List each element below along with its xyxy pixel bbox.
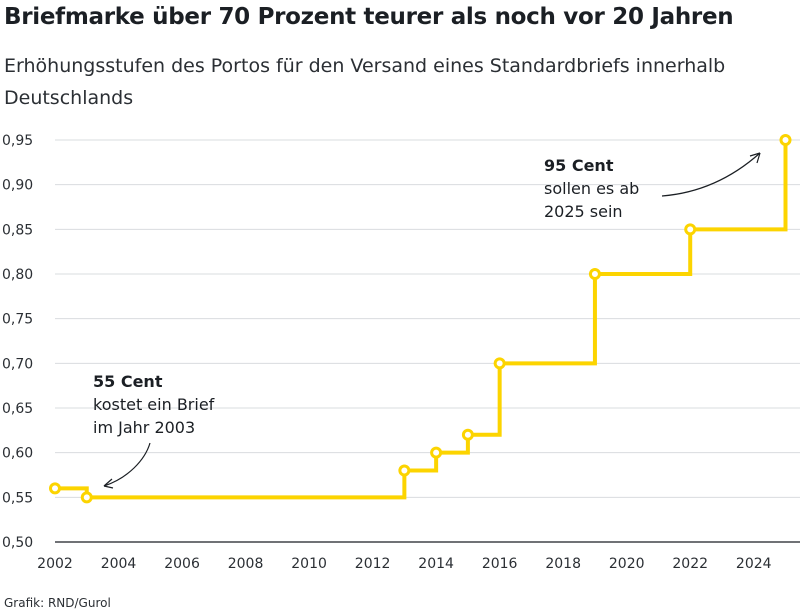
annotation-2025: 95 Cent sollen es ab 2025 sein (544, 152, 761, 221)
annotation-2003-line2: im Jahr 2003 (93, 418, 195, 437)
data-point (430, 446, 443, 459)
x-tick-label: 2016 (482, 556, 518, 572)
data-point (588, 268, 601, 280)
y-tick-label: 0,85 (2, 222, 33, 238)
annotation-2003-value: 55 Cent (93, 372, 163, 391)
y-tick-label: 0,55 (2, 490, 33, 506)
y-tick-label: 0,95 (2, 133, 33, 149)
annotation-2003: 55 Cent kostet ein Brief im Jahr 2003 (93, 372, 215, 489)
x-tick-label: 2008 (228, 556, 264, 572)
x-tick-label: 2014 (418, 556, 454, 572)
annotation-2025-line1: sollen es ab (544, 179, 639, 198)
annotation-2003-arrowhead (103, 478, 114, 489)
data-point (493, 357, 506, 370)
x-tick-label: 2006 (164, 556, 200, 572)
chart-title: Briefmarke über 70 Prozent teurer als no… (4, 4, 734, 30)
x-tick-label: 2018 (545, 556, 581, 572)
annotation-2003-line1: kostet ein Brief (93, 395, 215, 414)
data-point (779, 134, 792, 146)
data-point (398, 464, 411, 477)
y-tick-label: 0,75 (2, 312, 33, 328)
data-point (49, 482, 61, 495)
y-tick-label: 0,50 (2, 535, 33, 551)
annotation-2003-arrow (103, 442, 151, 487)
annotation-2025-value: 95 Cent (544, 156, 614, 175)
x-axis-ticks: 2002 2004 2006 2008 2010 2012 2014 2016 2018 2020… (37, 556, 771, 572)
chart-credit: Grafik: RND/Gurol (4, 596, 111, 610)
data-point (80, 491, 93, 504)
y-axis-ticks: 0,50 0,55 0,60 0,65 0,70 0,75 0,80 0,85 0,90 0,95 (2, 133, 33, 551)
x-tick-label: 2012 (355, 556, 391, 572)
x-tick-label: 2004 (101, 556, 137, 572)
x-tick-label: 2020 (609, 556, 645, 572)
gridlines (55, 139, 800, 498)
x-tick-label: 2010 (291, 556, 327, 572)
x-tick-label: 2002 (37, 556, 73, 572)
y-tick-label: 0,80 (2, 267, 33, 283)
data-point (684, 223, 697, 236)
x-tick-label: 2022 (672, 556, 708, 572)
data-point (461, 428, 474, 441)
y-tick-label: 0,90 (2, 178, 33, 194)
annotation-2025-arrow (661, 152, 761, 197)
y-tick-label: 0,65 (2, 401, 33, 417)
data-points (49, 134, 792, 504)
annotation-2025-arrowhead (749, 152, 761, 164)
x-tick-label: 2024 (736, 556, 772, 572)
annotation-2025-line2: 2025 sein (544, 202, 623, 221)
y-tick-label: 0,70 (2, 356, 33, 372)
chart-subtitle: Erhöhungsstufen des Portos für den Versa… (4, 55, 726, 109)
y-tick-label: 0,60 (2, 446, 33, 462)
